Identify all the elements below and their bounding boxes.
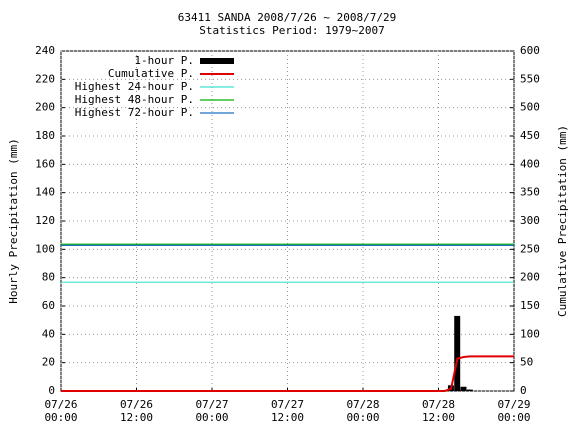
y-tick-label: 100 [35, 242, 55, 255]
bar [460, 386, 467, 391]
y-tick-label: 120 [35, 214, 55, 227]
y-tick-label: 60 [42, 299, 55, 312]
x-tick-label: 07/28 [422, 398, 455, 411]
x-tick-label: 00:00 [497, 411, 530, 424]
chart-subtitle: Statistics Period: 1979~2007 [199, 24, 384, 37]
x-tick-label: 00:00 [346, 411, 379, 424]
y2-tick-label: 250 [520, 242, 540, 255]
x-tick-label: 00:00 [195, 411, 228, 424]
x-tick-label: 07/29 [497, 398, 530, 411]
x-tick-label: 07/26 [120, 398, 153, 411]
x-tick-label: 00:00 [44, 411, 77, 424]
y2-tick-label: 200 [520, 271, 540, 284]
y2-tick-label: 150 [520, 299, 540, 312]
y2-tick-label: 350 [520, 186, 540, 199]
bar [454, 315, 461, 391]
bar [466, 389, 473, 391]
x-tick-label: 07/26 [44, 398, 77, 411]
x-tick-label: 07/28 [346, 398, 379, 411]
y-tick-label: 140 [35, 186, 55, 199]
y-tick-label: 20 [42, 356, 55, 369]
y2-tick-label: 600 [520, 44, 540, 57]
legend-label: Highest 72-hour P. [75, 106, 194, 119]
y2-tick-label: 450 [520, 129, 540, 142]
x-tick-label: 12:00 [271, 411, 304, 424]
y2-tick-label: 100 [520, 327, 540, 340]
x-tick-label: 07/27 [271, 398, 304, 411]
y2-tick-label: 400 [520, 157, 540, 170]
y-tick-label: 180 [35, 129, 55, 142]
y-tick-label: 160 [35, 157, 55, 170]
x-tick-label: 07/27 [195, 398, 228, 411]
legend-label: Cumulative P. [108, 67, 194, 80]
legend-label: 1-hour P. [134, 54, 194, 67]
y-tick-label: 240 [35, 44, 55, 57]
y-tick-label: 200 [35, 101, 55, 114]
x-tick-label: 12:00 [422, 411, 455, 424]
cumulative-line [61, 355, 514, 392]
y-tick-label: 80 [42, 271, 55, 284]
y2-tick-label: 550 [520, 72, 540, 85]
y2-tick-label: 0 [520, 384, 527, 397]
y2-tick-label: 300 [520, 214, 540, 227]
y-tick-label: 0 [48, 384, 55, 397]
chart-title: 63411 SANDA 2008/7/26 ~ 2008/7/29 [178, 11, 397, 24]
legend-label: Highest 48-hour P. [75, 93, 194, 106]
y2-tick-label: 500 [520, 101, 540, 114]
y2-tick-label: 50 [520, 356, 533, 369]
x-tick-label: 12:00 [120, 411, 153, 424]
legend-label: Highest 24-hour P. [75, 80, 194, 93]
y-tick-label: 220 [35, 72, 55, 85]
y-axis-label: Hourly Precipitation (mm) [7, 138, 20, 304]
y-tick-label: 40 [42, 327, 55, 340]
y2-axis-label: Cumulative Precipitation (mm) [556, 125, 569, 317]
